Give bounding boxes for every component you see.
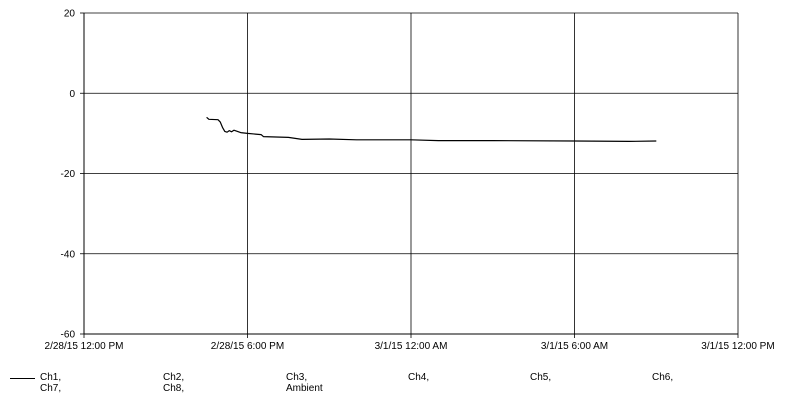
- legend-entry: Ch3,: [286, 372, 308, 383]
- legend-entry: Ch6,: [652, 372, 674, 383]
- series-lines: [206, 116, 657, 142]
- legend-entry: Ch8,: [163, 383, 185, 394]
- legend-swatch-ch1: [10, 378, 35, 379]
- legend-entry: Ambient: [286, 383, 323, 394]
- legend-entry: Ch5,: [530, 372, 552, 383]
- y-tick-label: 0: [69, 89, 75, 100]
- legend-entry: Ch2,: [163, 372, 185, 383]
- y-tick-label: -40: [61, 249, 76, 260]
- y-tick-label: -60: [61, 330, 76, 341]
- x-tick-label: 3/1/15 6:00 AM: [541, 341, 608, 352]
- y-tick-labels: 20 0 -20 -40 -60: [61, 9, 76, 341]
- x-tick-label: 3/1/15 12:00 PM: [701, 341, 774, 352]
- y-tick-label: -20: [61, 169, 76, 180]
- legend-entry: Ch4,: [408, 372, 430, 383]
- y-tick-label: 20: [64, 9, 76, 20]
- x-tick-label: 2/28/15 6:00 PM: [211, 341, 284, 352]
- x-tick-label: 2/28/15 12:00 PM: [45, 341, 124, 352]
- x-tick-label: 3/1/15 12:00 AM: [375, 341, 448, 352]
- x-tick-labels: 2/28/15 12:00 PM 2/28/15 6:00 PM 3/1/15 12…: [45, 341, 775, 352]
- axes: [80, 12, 739, 338]
- legend: Ch1, Ch7, Ch2, Ch8, Ch3, Ambient Ch4, Ch5, Ch6,: [0, 372, 794, 396]
- legend-entry: Ch7,: [40, 383, 62, 394]
- chart-area: 20 0 -20 -40 -60 2/28/15 12:00 PM 2/28/15 6:0…: [45, 9, 775, 353]
- gridlines: [84, 13, 738, 334]
- series-line-1: [206, 116, 657, 142]
- legend-entry: Ch1,: [40, 372, 62, 383]
